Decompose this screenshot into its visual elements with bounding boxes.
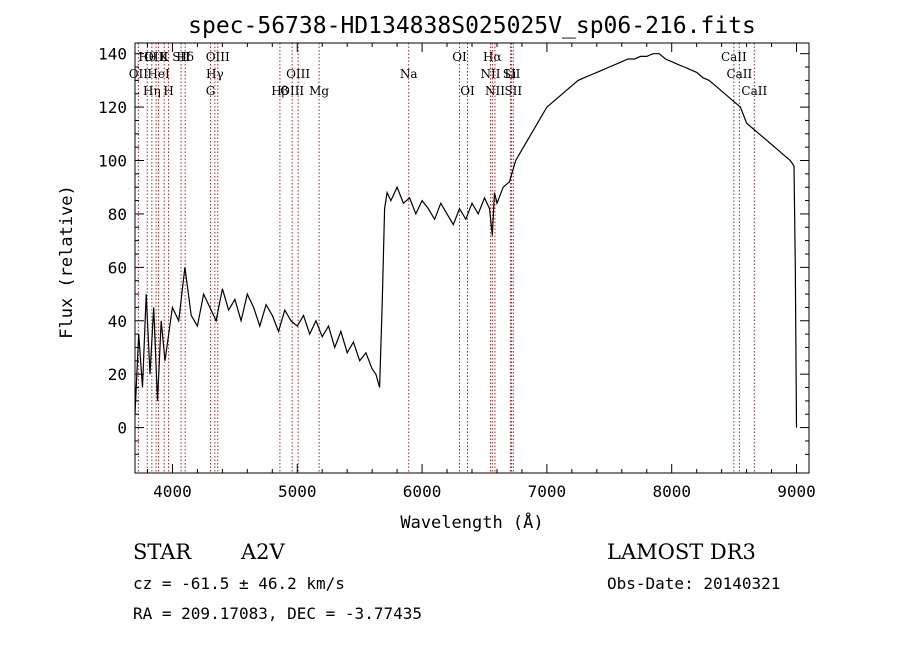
y-tick-label: 40 [108,312,127,331]
line-label-OI: OI [452,50,467,64]
line-label-Hδ: Hδ [176,50,194,64]
plot-frame [134,42,810,474]
line-label-NII: NII [480,67,500,81]
line-label-OIII: OIII [280,84,304,98]
line-label-G: G [206,84,216,98]
line-label-OIII: OIII [144,50,168,64]
line-label-CaII: CaII [726,67,752,81]
line-label-Li: Li [505,67,517,81]
line-label-OII: OII [129,67,149,81]
y-tick-label: 80 [108,205,127,224]
line-label-Na: Na [400,67,418,81]
line-label-OIII: OIII [286,67,310,81]
redshift-cz: cz = -61.5 ± 46.2 km/s [133,574,345,593]
y-tick-label: 140 [98,45,127,64]
line-label-Hβ: Hβ [271,84,288,98]
line-label-CaII: CaII [721,50,747,64]
line-label-Hη: Hη [143,84,161,98]
coordinates: RA = 209.17083, DEC = -3.77435 [133,604,422,623]
line-label-Hγ: Hγ [206,67,224,81]
y-tick-label: 100 [98,152,127,171]
spectrum-line [134,53,798,428]
x-tick-label: 8000 [652,482,691,501]
line-label-Mg: Mg [309,84,329,98]
x-tick-label: 5000 [278,482,317,501]
line-label-HeI: HeI [147,67,170,81]
x-axis-label: Wavelength (Å) [400,511,543,533]
y-tick-label: 20 [108,365,127,384]
line-label-Hα: Hα [483,50,502,64]
line-label-SII: SII [504,84,522,98]
x-axis: 4000 5000 6000 7000 8000 9000 [146,43,816,501]
line-label-SII: SII [172,50,190,64]
y-tick-label: 60 [108,258,127,277]
object-type: STAR [133,540,192,564]
chart-title: spec-56738-HD134838S025025V_sp06-216.fit… [188,13,756,39]
y-axis-label: Flux (relative) [57,185,77,339]
emission-line-markers [137,43,755,473]
line-label-K: K [160,50,170,64]
line-label-CaII: CaII [741,84,767,98]
line-label-OIII: OIII [206,50,230,64]
x-tick-label: 4000 [153,482,192,501]
x-tick-label: 7000 [528,482,567,501]
x-tick-label: 9000 [777,482,816,501]
y-tick-label: 120 [98,98,127,117]
line-label-SII: SII [503,67,521,81]
y-axis: 0 20 40 60 80 100 120 140 [98,45,809,455]
spectral-subclass: A2V [241,540,285,564]
observation-date: Obs-Date: 20140321 [607,574,781,593]
line-label-OI: OI [460,84,475,98]
x-tick-label: 6000 [403,482,442,501]
y-tick-label: 0 [117,419,127,438]
line-label-NII: NII [485,84,505,98]
line-label-H: H [163,84,173,98]
survey-name: LAMOST DR3 [607,540,756,564]
